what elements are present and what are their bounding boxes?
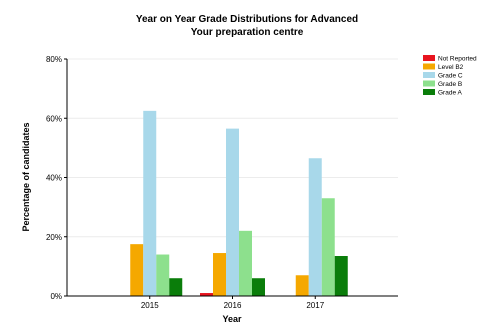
legend-swatch: [423, 80, 435, 87]
y-tick-label: 60%: [46, 114, 62, 123]
bar: [308, 158, 322, 296]
x-tick-label: 2017: [306, 301, 324, 310]
y-tick-label: 40%: [46, 174, 62, 183]
y-tick-label: 20%: [46, 233, 62, 242]
y-tick-label: 80%: [46, 55, 62, 64]
legend-swatch: [423, 89, 435, 95]
y-axis-label: Percentage of candidates: [21, 122, 31, 231]
x-tick-label: 2016: [224, 301, 242, 310]
bar: [143, 110, 157, 296]
bar: [239, 230, 252, 296]
bar: [226, 128, 239, 296]
x-axis: 2015 2016 2017: [141, 296, 325, 310]
legend-swatch: [423, 63, 435, 70]
bar: [169, 278, 183, 296]
y-axis: 0% 20% 40% 60% 80%: [46, 55, 67, 301]
y-tick-label: 0%: [50, 292, 62, 301]
bar: [156, 254, 170, 296]
legend-label: Grade C: [438, 73, 463, 80]
chart-title: Year on Year Grade Distributions for Adv…: [136, 14, 358, 25]
bar: [252, 278, 265, 296]
x-tick-label: 2015: [141, 301, 159, 310]
legend-label: Grade B: [438, 81, 462, 88]
chart-subtitle: Your preparation centre: [191, 27, 304, 38]
bar: [321, 198, 335, 296]
legend-label: Grade A: [438, 90, 463, 97]
bar: [295, 275, 309, 296]
bar: [213, 253, 226, 296]
legend-swatch: [423, 55, 435, 61]
bars: [130, 110, 348, 296]
legend-label: Not Reported: [438, 56, 477, 63]
bar: [334, 256, 348, 296]
bar: [130, 244, 144, 296]
legend-swatch: [423, 72, 435, 78]
x-axis-label: Year: [222, 314, 242, 324]
bar: [200, 293, 213, 296]
legend-label: Level B2: [438, 64, 464, 71]
